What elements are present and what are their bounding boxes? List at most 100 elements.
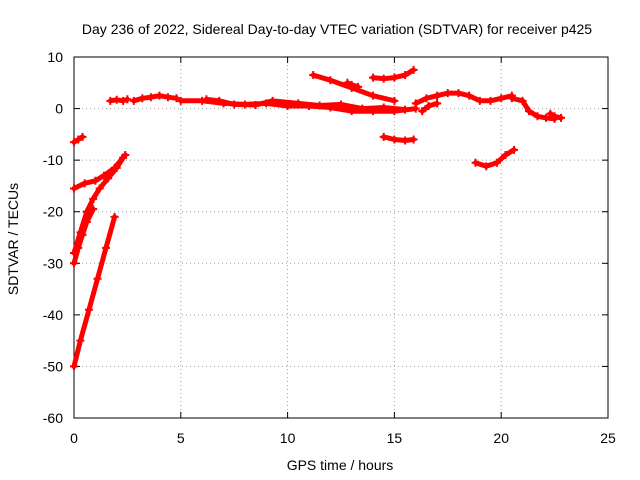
data-point	[138, 94, 147, 103]
y-axis-label: SDTVAR / TECUs	[5, 183, 21, 295]
series-arc-1	[70, 212, 119, 371]
data-point	[482, 162, 491, 171]
data-point	[518, 96, 527, 105]
data-point	[315, 101, 324, 110]
data-point	[422, 94, 431, 103]
data-point	[110, 212, 119, 221]
data-point	[104, 174, 113, 183]
data-point	[326, 76, 335, 85]
axis-ticks	[73, 56, 609, 419]
x-axis-label: GPS time / hours	[287, 457, 394, 473]
data-point	[155, 91, 164, 100]
data-point	[123, 95, 132, 104]
data-point	[454, 89, 463, 98]
data-point	[76, 336, 85, 345]
y-tick-label: 0	[55, 101, 63, 117]
data-point	[550, 112, 559, 121]
series-trace	[413, 90, 515, 106]
data-point	[78, 132, 87, 141]
data-point	[129, 96, 138, 105]
series-arc-9	[202, 95, 410, 114]
data-point	[172, 94, 181, 103]
data-point	[524, 107, 533, 116]
data-point	[112, 163, 121, 172]
data-point	[119, 96, 128, 105]
data-point	[70, 184, 78, 193]
x-tick-label: 5	[177, 430, 185, 446]
series-trace	[381, 134, 417, 143]
data-point	[409, 135, 418, 144]
y-tick-label: 10	[47, 49, 63, 65]
data-point	[99, 171, 108, 180]
data-point	[347, 80, 356, 89]
data-point	[465, 91, 474, 100]
tick-labels: 0 5 10 15 20 25 -60 -50 -40 -30 -20 -10 0 10	[43, 49, 616, 446]
data-point	[89, 194, 98, 203]
plot-frame	[73, 56, 609, 419]
data-point	[80, 179, 89, 188]
data-point	[497, 94, 506, 103]
data-point	[486, 96, 495, 105]
data-point	[433, 99, 442, 108]
series-arc-7	[129, 91, 181, 105]
series-arc-11	[343, 78, 363, 91]
series-arc-5	[70, 132, 87, 147]
data-point	[401, 71, 410, 80]
data-point	[84, 305, 93, 314]
data-point	[95, 184, 104, 193]
x-tick-label: 25	[600, 430, 616, 446]
data-point	[390, 73, 399, 82]
data-point	[202, 95, 211, 104]
data-point	[390, 96, 399, 105]
data-point	[176, 96, 185, 105]
data-point	[294, 99, 303, 108]
data-point	[343, 78, 352, 87]
data-point	[163, 93, 172, 102]
data-point	[546, 109, 555, 118]
data-point	[251, 100, 260, 109]
y-tick-label: -50	[43, 358, 63, 374]
data-point	[358, 104, 367, 113]
data-point	[401, 105, 410, 114]
y-tick-label: -60	[43, 410, 63, 426]
data-point	[102, 243, 111, 252]
data-point	[93, 274, 102, 283]
series-arc-6	[106, 95, 132, 105]
data-point	[70, 138, 78, 147]
data-point	[76, 228, 85, 237]
series-trace	[71, 155, 126, 256]
data-point	[112, 95, 121, 104]
data-point	[354, 82, 363, 91]
x-tick-label: 0	[70, 430, 78, 446]
data-point	[70, 259, 78, 268]
series-arc-12	[369, 65, 418, 83]
data-point	[492, 158, 501, 167]
y-tick-label: -40	[43, 307, 63, 323]
data-point	[70, 248, 78, 257]
data-point	[443, 89, 452, 98]
data-point	[369, 73, 378, 82]
data-point	[91, 176, 100, 185]
series-arc-14	[411, 89, 516, 108]
data-point	[369, 91, 378, 100]
data-point	[82, 207, 91, 216]
y-tick-label: -20	[43, 204, 63, 220]
data-point	[471, 158, 480, 167]
data-point	[533, 112, 542, 121]
x-tick-label: 10	[280, 430, 296, 446]
data-point	[379, 132, 388, 141]
data-point	[401, 136, 410, 145]
data-point	[418, 107, 427, 116]
grid	[74, 57, 608, 418]
data-point	[542, 113, 551, 122]
data-point	[433, 91, 442, 100]
data-point	[309, 71, 318, 80]
data-point	[424, 101, 433, 110]
data-point	[557, 113, 566, 122]
chart-title: Day 236 of 2022, Sidereal Day-to-day VTE…	[82, 21, 592, 37]
series-trace	[71, 214, 118, 369]
data-series	[70, 65, 566, 371]
series-trace	[419, 100, 440, 114]
data-point	[230, 100, 239, 109]
